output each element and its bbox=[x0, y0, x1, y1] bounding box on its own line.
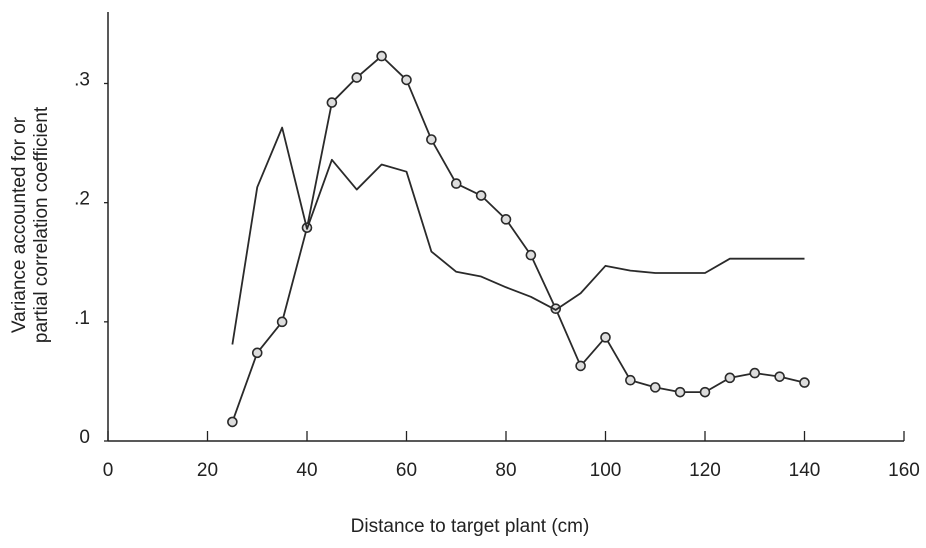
data-point bbox=[525, 249, 537, 261]
data-point bbox=[674, 386, 686, 398]
y-tick-label: 0 bbox=[79, 427, 90, 448]
data-point bbox=[649, 382, 661, 393]
data-point bbox=[326, 97, 338, 108]
x-tick-label: 100 bbox=[590, 460, 622, 481]
data-point bbox=[724, 372, 736, 384]
data-point bbox=[376, 50, 387, 62]
data-point bbox=[450, 178, 462, 189]
data-point bbox=[401, 74, 412, 86]
data-point bbox=[550, 303, 562, 315]
data-point bbox=[749, 367, 761, 379]
y-axis-label-line: partial correlation coefficient bbox=[31, 106, 52, 343]
x-tick-label: 120 bbox=[689, 460, 721, 481]
data-point bbox=[251, 347, 263, 359]
y-tick-label: .1 bbox=[74, 308, 90, 329]
data-point bbox=[575, 360, 586, 372]
data-point bbox=[227, 416, 238, 428]
series-line bbox=[231, 126, 805, 345]
data-point bbox=[276, 316, 288, 328]
x-axis-label: Distance to target plant (cm) bbox=[351, 516, 590, 537]
y-tick-label: .2 bbox=[74, 189, 90, 210]
data-point bbox=[699, 386, 711, 398]
x-tick-label: 140 bbox=[789, 460, 821, 481]
series-line bbox=[231, 55, 805, 423]
data-point bbox=[799, 377, 810, 388]
x-tick-label: 60 bbox=[396, 460, 417, 481]
x-tick-label: 80 bbox=[495, 460, 516, 481]
data-point bbox=[426, 134, 437, 145]
y-axis-label: Variance accounted for or partial correl… bbox=[9, 106, 52, 343]
data-point bbox=[774, 371, 785, 382]
y-axis-label-line: Variance accounted for or bbox=[9, 116, 30, 333]
data-point bbox=[625, 374, 636, 386]
x-tick-label: 160 bbox=[888, 460, 920, 481]
y-tick-label: .3 bbox=[74, 70, 90, 91]
data-point bbox=[500, 214, 512, 225]
data-point bbox=[475, 190, 487, 201]
data-point bbox=[351, 72, 363, 83]
x-tick-label: 40 bbox=[296, 460, 317, 481]
data-point bbox=[600, 332, 611, 343]
x-tick-label: 0 bbox=[103, 460, 114, 481]
x-tick-label: 20 bbox=[197, 460, 218, 481]
